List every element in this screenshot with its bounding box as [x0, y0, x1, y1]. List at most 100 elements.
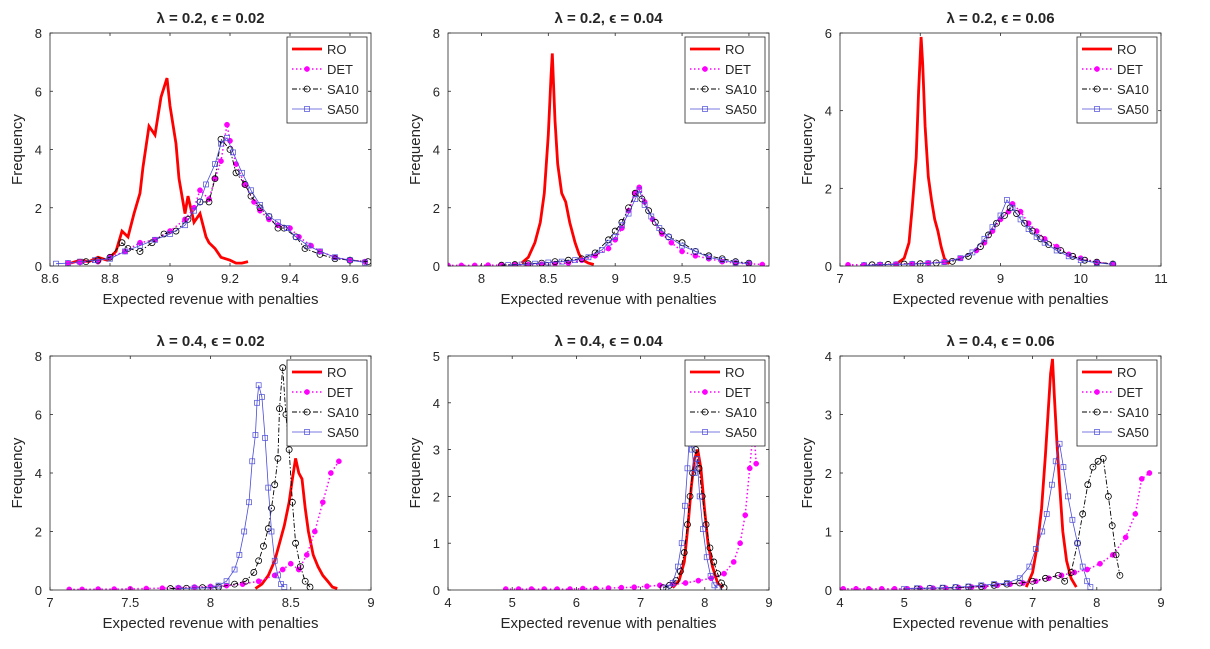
sa50-marker	[215, 582, 222, 589]
series-line-det	[448, 185, 763, 266]
legend-item-det: DET	[1082, 385, 1143, 400]
sa10-marker	[689, 469, 697, 477]
sa10-marker	[591, 249, 599, 257]
legend-label-det: DET	[725, 385, 751, 400]
sa50-marker	[1053, 247, 1060, 254]
det-marker	[695, 577, 702, 584]
x-tick-label: 7	[1029, 595, 1036, 610]
sa50-marker	[362, 259, 368, 266]
sa50-marker	[152, 236, 158, 243]
series-line-sa50	[666, 426, 718, 589]
det-marker	[1122, 534, 1129, 541]
chart-title: λ = 0.2, ϵ = 0.04	[554, 10, 663, 27]
series-markers-det	[66, 458, 342, 590]
sa50-marker	[636, 187, 643, 194]
legend-item-ro: RO	[1082, 365, 1137, 380]
det-marker	[592, 585, 599, 590]
sa10-marker	[692, 446, 700, 454]
sa50-marker	[957, 255, 964, 262]
y-tick-label: 4	[825, 349, 832, 364]
sa50-marker	[505, 262, 512, 266]
sa50-marker	[254, 399, 260, 406]
y-tick-label: 0	[825, 583, 832, 598]
det-marker	[224, 121, 230, 128]
det-marker	[1146, 470, 1153, 476]
x-tick-label: 8	[1093, 595, 1100, 610]
sa10-marker	[301, 577, 309, 585]
sa10-marker	[217, 135, 225, 143]
x-tick-label: 8	[917, 271, 924, 286]
sa50-marker	[909, 261, 916, 266]
sa10-marker	[1016, 579, 1024, 587]
y-tick-label: 2	[35, 201, 42, 216]
sa50-marker	[1094, 106, 1100, 112]
x-tick-label: 9.2	[221, 271, 239, 286]
legend-item-sa50: SA50	[690, 102, 757, 117]
sa50-marker	[1109, 261, 1116, 266]
x-tick-label: 9.6	[341, 271, 359, 286]
x-tick-label: 5	[509, 595, 516, 610]
det-marker	[111, 586, 118, 590]
sa50-marker	[1025, 226, 1032, 232]
sa50-marker	[989, 224, 996, 231]
y-tick-label: 4	[35, 466, 42, 481]
sa10-marker	[296, 563, 304, 570]
series-markers-sa50	[175, 382, 288, 590]
sa50-marker	[679, 242, 685, 249]
sa10-marker	[268, 504, 275, 512]
chart-title: λ = 0.2, ϵ = 0.02	[156, 10, 264, 27]
sa50-marker	[293, 234, 299, 240]
sa50-marker	[249, 458, 256, 465]
sa50-marker	[1039, 528, 1046, 535]
det-marker	[311, 528, 318, 535]
sa50-marker	[732, 259, 739, 266]
sa50-marker	[689, 446, 695, 453]
x-axis-label: Expected revenue with penalties	[501, 291, 717, 308]
axes-box	[447, 355, 770, 591]
sa50-marker	[223, 578, 230, 585]
det-marker	[320, 499, 326, 506]
sa10-marker	[695, 464, 703, 472]
legend-label-ro: RO	[1117, 365, 1137, 380]
legend-label-sa10: SA10	[725, 405, 757, 420]
sa50-marker	[939, 584, 946, 590]
sa10-marker	[160, 230, 168, 238]
x-tick-label: 11	[1154, 271, 1168, 286]
y-tick-label: 2	[825, 466, 832, 481]
sa10-marker	[1116, 571, 1124, 579]
legend-item-sa10: SA10	[1082, 82, 1149, 97]
sa50-marker	[684, 465, 691, 472]
sa50-marker	[669, 580, 676, 586]
sa10-marker	[242, 577, 250, 585]
sa50-marker	[1043, 511, 1050, 517]
sa50-marker	[191, 207, 197, 214]
sa50-marker	[746, 260, 752, 266]
sa50-marker	[1074, 540, 1081, 547]
legend-item-sa50: SA50	[1082, 425, 1149, 440]
x-tick-label: 7	[836, 271, 843, 286]
sa10-marker	[977, 583, 985, 590]
sa10-marker	[1054, 571, 1062, 579]
y-tick-label: 2	[35, 525, 42, 540]
series-line-sa50	[55, 137, 366, 265]
legend-item-sa50: SA50	[690, 425, 757, 440]
legend-item-det: DET	[1082, 62, 1143, 77]
sa10-marker	[665, 233, 673, 241]
legend-item-sa10: SA10	[292, 82, 359, 97]
y-axis-label: Frequency	[799, 437, 816, 508]
series-line-ro	[1024, 358, 1078, 588]
y-tick-label: 1	[825, 525, 832, 540]
sa50-marker	[612, 234, 619, 240]
sa10-marker	[1108, 522, 1116, 530]
sa10-marker	[1079, 510, 1087, 518]
y-axis-label: Frequency	[407, 437, 424, 508]
sa50-marker	[203, 181, 209, 188]
sa50-marker	[1026, 563, 1033, 570]
sa50-marker	[305, 242, 311, 249]
sa10-marker	[651, 218, 659, 226]
x-tick-label: 10	[742, 271, 756, 286]
sa50-marker	[714, 584, 721, 590]
sa10-marker	[205, 198, 213, 206]
det-marker	[845, 261, 851, 266]
sa10-marker	[1084, 481, 1092, 489]
